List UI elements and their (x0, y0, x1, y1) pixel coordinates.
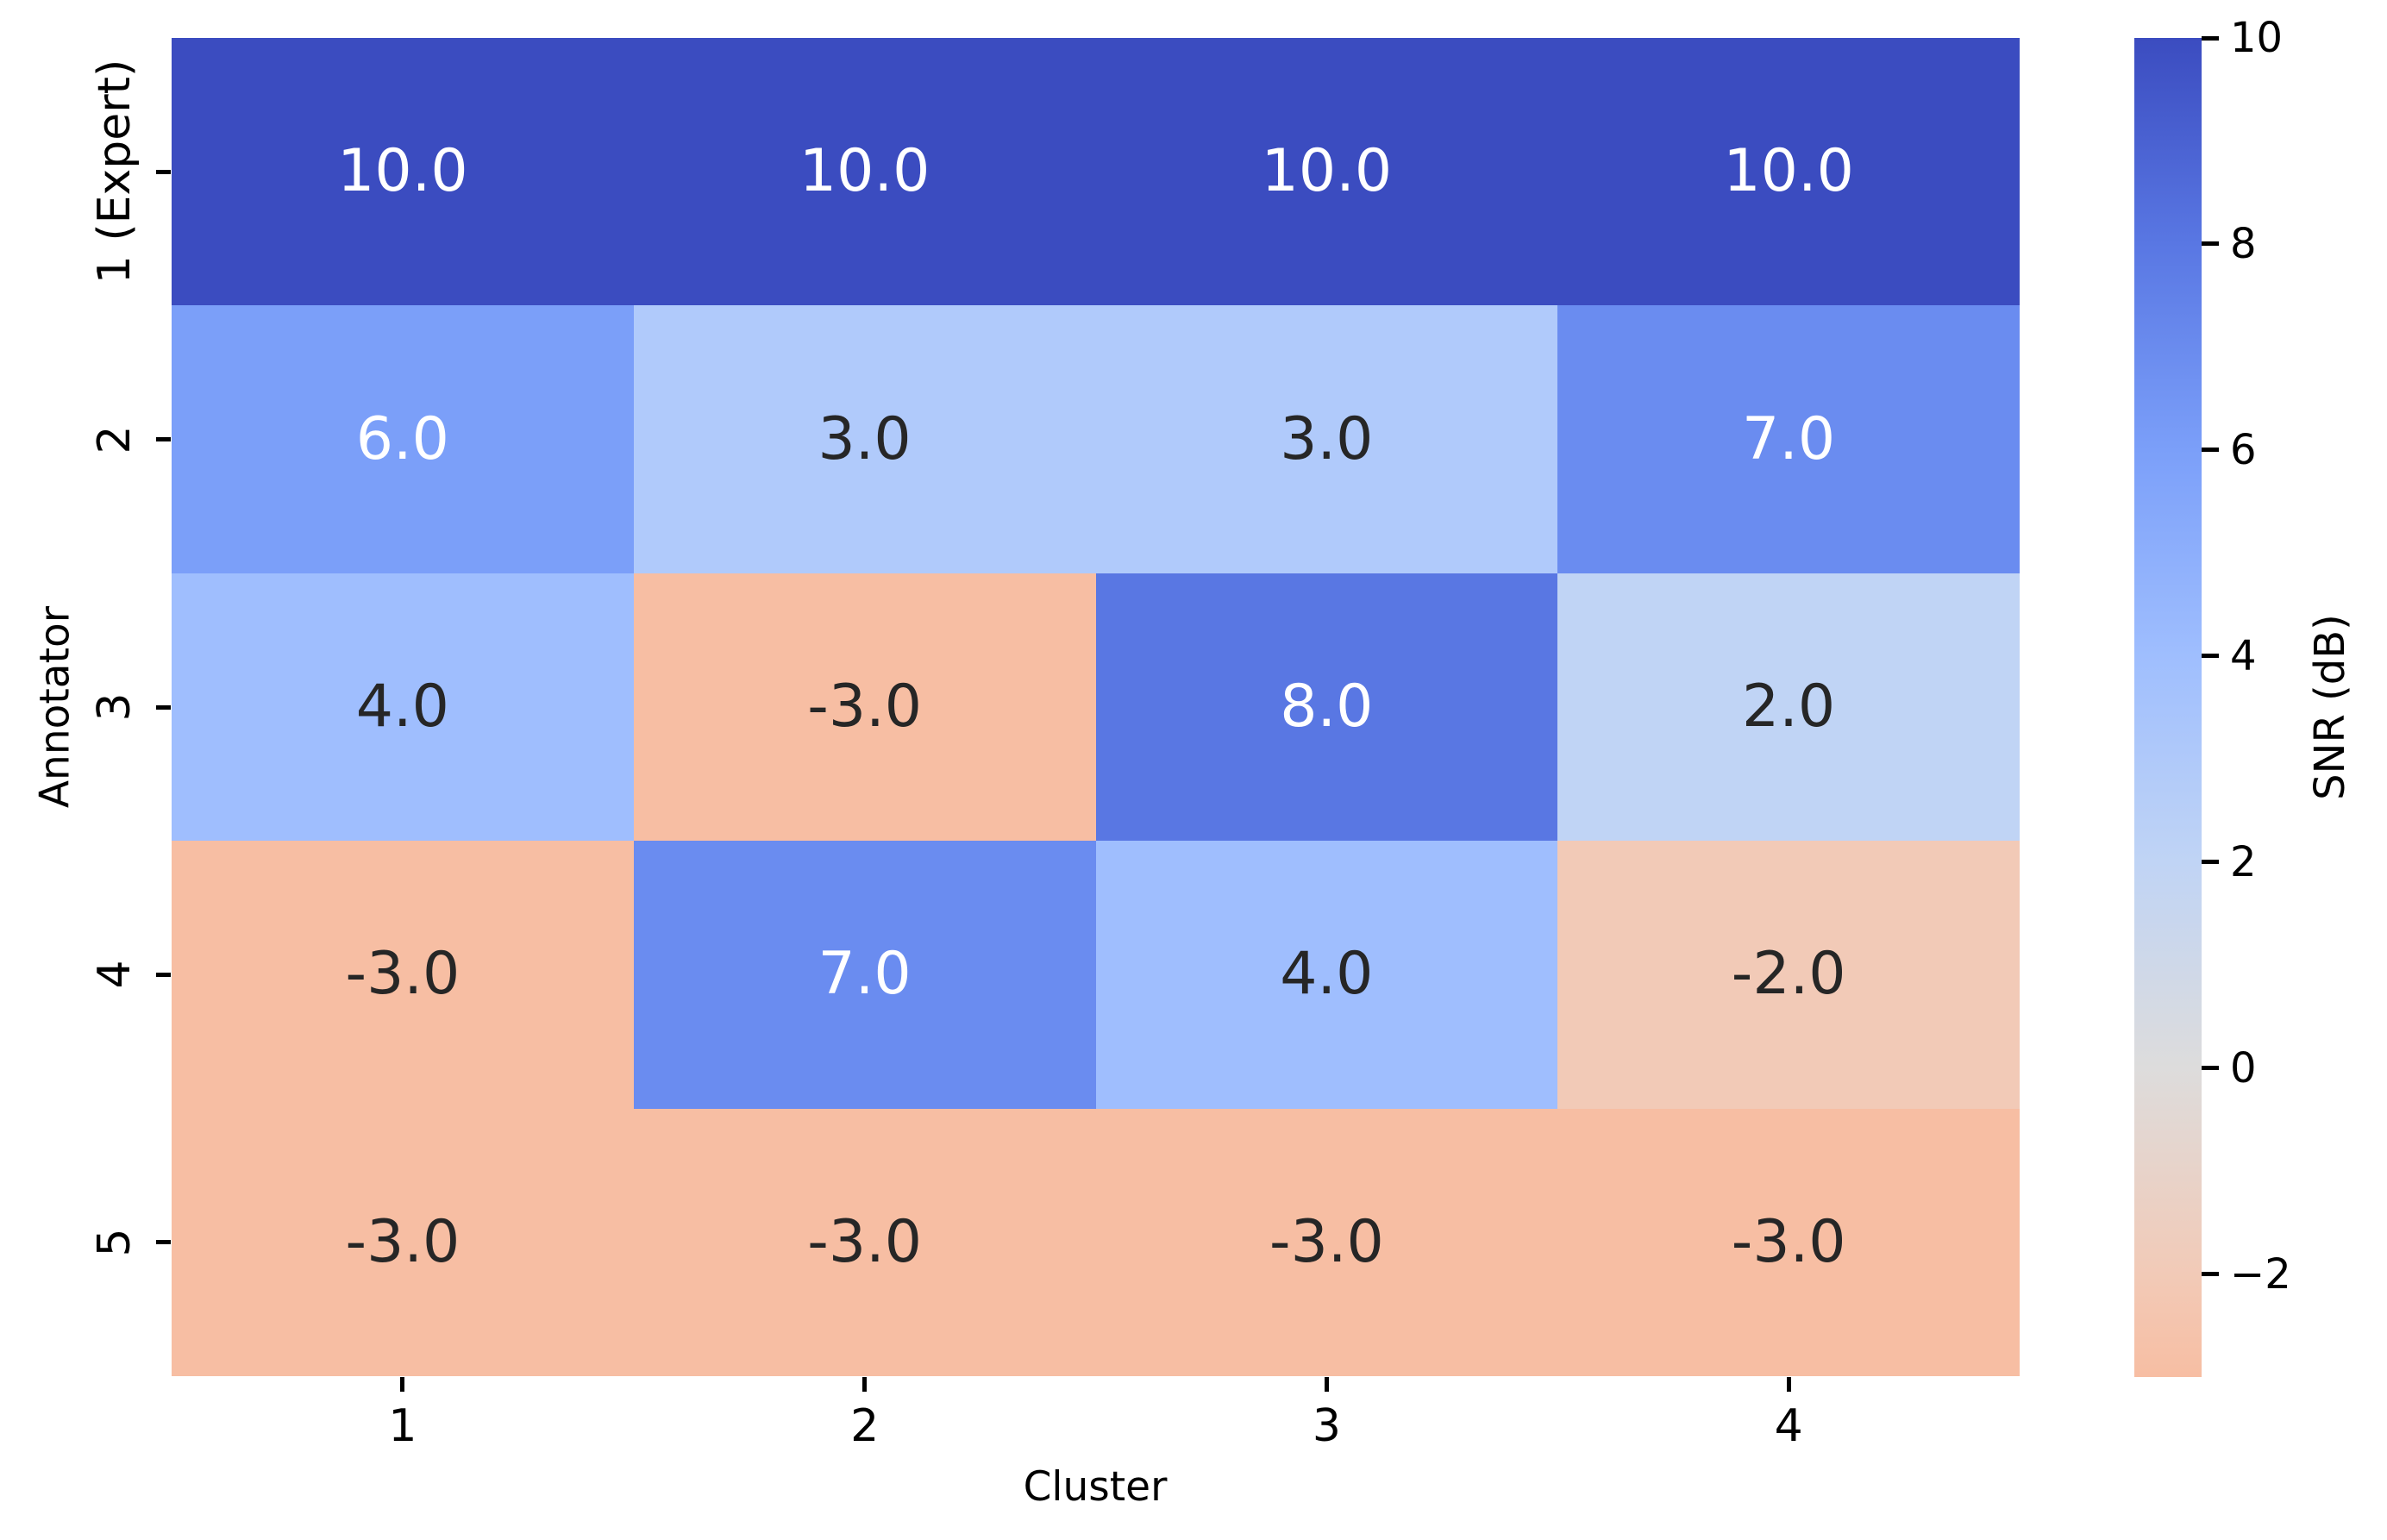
colorbar-tick-mark (2202, 1272, 2219, 1277)
heatmap-cell: 3.0 (633, 305, 1096, 573)
cell-annotation: -3.0 (345, 940, 460, 1009)
colorbar-tick-label: −2 (2230, 1249, 2291, 1299)
heatmap-cell: 2.0 (1557, 573, 2020, 842)
cell-annotation: -3.0 (345, 1207, 460, 1276)
heatmap-cell: -3.0 (633, 573, 1096, 842)
cell-annotation: 10.0 (1723, 137, 1854, 206)
y-tick-mark (156, 704, 171, 710)
y-tick-label: 3 (89, 692, 141, 722)
heatmap-cell: -3.0 (633, 1108, 1096, 1376)
heatmap-cell: 4.0 (1095, 841, 1558, 1109)
y-tick-label: 5 (89, 1228, 141, 1257)
cell-annotation: 8.0 (1280, 672, 1374, 741)
y-tick-mark (156, 169, 171, 174)
cell-annotation: 3.0 (818, 404, 912, 473)
cell-annotation: -3.0 (807, 1207, 922, 1276)
x-tick-label: 1 (388, 1400, 417, 1452)
colorbar-tick-label: 6 (2230, 425, 2257, 474)
y-tick-mark (156, 972, 171, 977)
colorbar-label: SNR (dB) (2306, 614, 2354, 800)
heatmap-cell: -3.0 (1095, 1108, 1558, 1376)
cell-annotation: 7.0 (1742, 404, 1836, 473)
colorbar-tick-label: 2 (2230, 837, 2257, 886)
cell-annotation: 3.0 (1280, 404, 1374, 473)
colorbar-tick-mark (2202, 860, 2219, 865)
heatmap-cell: 10.0 (1095, 38, 1558, 306)
colorbar-tick-label: 8 (2230, 219, 2257, 268)
y-axis-label: Annotator (31, 605, 79, 809)
colorbar-tick-mark (2202, 654, 2219, 659)
heatmap-cell: 10.0 (172, 38, 634, 306)
heatmap-cell: -3.0 (172, 1108, 634, 1376)
cell-annotation: 7.0 (818, 940, 912, 1009)
heatmap-cell: -3.0 (1557, 1108, 2020, 1376)
y-tick-mark (156, 437, 171, 442)
y-tick-label: 1 (Expert) (89, 59, 141, 285)
colorbar-tick-label: 4 (2230, 631, 2257, 680)
cell-annotation: -3.0 (807, 672, 922, 741)
heatmap-cell: 6.0 (172, 305, 634, 573)
heatmap-cell: -3.0 (172, 841, 634, 1109)
heatmap-cell: 4.0 (172, 573, 634, 842)
heatmap-cell: 10.0 (1557, 38, 2020, 306)
heatmap-cell: 7.0 (633, 841, 1096, 1109)
y-tick-label: 4 (89, 960, 141, 989)
x-tick-label: 2 (850, 1400, 880, 1452)
colorbar-tick-label: 0 (2230, 1043, 2257, 1092)
heatmap-cell: 7.0 (1557, 305, 2020, 573)
cell-annotation: 2.0 (1742, 672, 1836, 741)
x-axis-label: Cluster (1023, 1463, 1168, 1511)
x-tick-mark (1324, 1377, 1329, 1392)
x-tick-mark (1786, 1377, 1791, 1392)
cell-annotation: 10.0 (1261, 137, 1393, 206)
heatmap-cell: -2.0 (1557, 841, 2020, 1109)
colorbar (2134, 38, 2202, 1377)
x-tick-mark (400, 1377, 405, 1392)
heatmap-cell: 8.0 (1095, 573, 1558, 842)
cell-annotation: 4.0 (1280, 940, 1374, 1009)
heatmap-cell: 3.0 (1095, 305, 1558, 573)
heatmap-grid: 10.0 10.0 10.0 10.0 6.0 3.0 3.0 7.0 4.0 -3.0 8.0 2.… (172, 38, 2020, 1376)
cell-annotation: 4.0 (355, 672, 449, 741)
colorbar-tick-mark (2202, 35, 2219, 41)
y-tick-label: 2 (89, 425, 141, 454)
cell-annotation: 10.0 (337, 137, 468, 206)
cell-annotation: -3.0 (1731, 1207, 1846, 1276)
colorbar-tick-mark (2202, 241, 2219, 247)
cell-annotation: 10.0 (799, 137, 930, 206)
colorbar-tick-mark (2202, 448, 2219, 453)
cell-annotation: -2.0 (1731, 940, 1846, 1009)
x-tick-label: 3 (1312, 1400, 1341, 1452)
x-tick-label: 4 (1774, 1400, 1803, 1452)
heatmap-cell: 10.0 (633, 38, 1096, 306)
cell-annotation: -3.0 (1269, 1207, 1384, 1276)
y-tick-mark (156, 1240, 171, 1245)
x-tick-mark (862, 1377, 868, 1392)
cell-annotation: 6.0 (355, 404, 449, 473)
colorbar-tick-label: 10 (2230, 14, 2284, 62)
colorbar-tick-mark (2202, 1066, 2219, 1071)
